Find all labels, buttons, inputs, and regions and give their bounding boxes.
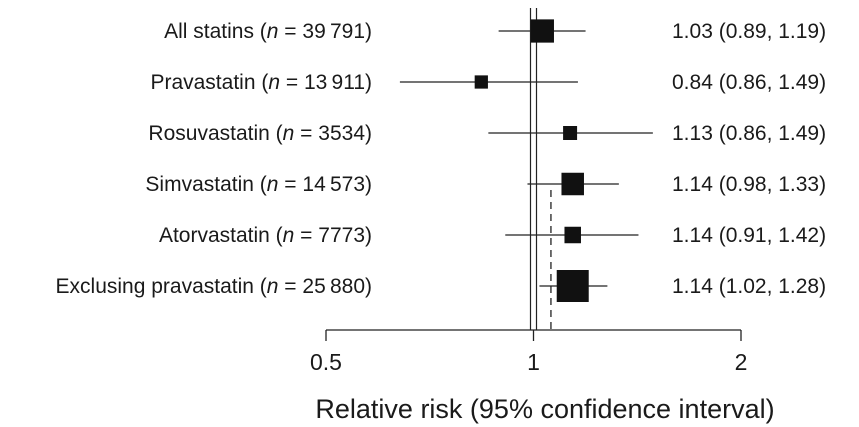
forest-row: Pravastatin (n = 13 911) 0.84 (0.86, 1.49… <box>150 71 826 94</box>
x-axis-title: Relative risk (95% confidence interval) <box>315 394 774 424</box>
row-estimate-value: 1.13 (0.86, 1.49) <box>672 122 826 145</box>
point-estimate <box>563 126 578 140</box>
forest-row: Atorvastatin (n = 7773) 1.14 (0.91, 1.42) <box>159 224 826 247</box>
row-label: Rosuvastatin (n = 3534) <box>148 122 372 145</box>
x-tick-label: 2 <box>735 349 748 375</box>
forest-row: All statins (n = 39 791) 1.03 (0.89, 1.19… <box>164 19 826 43</box>
row-label: Exclusing pravastatin (n = 25 880) <box>56 275 372 298</box>
forest-row: Exclusing pravastatin (n = 25 880) 1.14 (… <box>56 270 826 302</box>
row-estimate-value: 0.84 (0.86, 1.49) <box>672 71 826 94</box>
row-estimate-value: 1.14 (0.98, 1.33) <box>672 173 826 196</box>
point-estimate <box>556 270 589 302</box>
x-axis: 0.5 1 2 <box>310 329 748 375</box>
x-tick-label: 1 <box>527 349 540 375</box>
forest-row: Rosuvastatin (n = 3534) 1.13 (0.86, 1.49) <box>148 122 826 145</box>
point-estimate <box>530 19 554 43</box>
row-label: All statins (n = 39 791) <box>164 20 372 43</box>
row-estimate-value: 1.14 (0.91, 1.42) <box>672 224 826 247</box>
point-estimate <box>561 172 584 196</box>
point-estimate <box>564 226 581 244</box>
point-estimate <box>474 75 488 89</box>
row-label: Atorvastatin (n = 7773) <box>159 224 372 247</box>
row-labels: All statins (n = 39 791) 1.03 (0.89, 1.19… <box>56 19 826 302</box>
plot-area <box>529 8 552 330</box>
x-tick-label: 0.5 <box>310 349 342 375</box>
forest-row: Simvastatin (n = 14 573) 1.14 (0.98, 1.33… <box>145 172 826 196</box>
row-label: Pravastatin (n = 13 911) <box>150 71 372 94</box>
row-estimate-value: 1.03 (0.89, 1.19) <box>672 20 826 43</box>
row-estimate-value: 1.14 (1.02, 1.28) <box>672 275 826 298</box>
row-label: Simvastatin (n = 14 573) <box>145 173 372 196</box>
